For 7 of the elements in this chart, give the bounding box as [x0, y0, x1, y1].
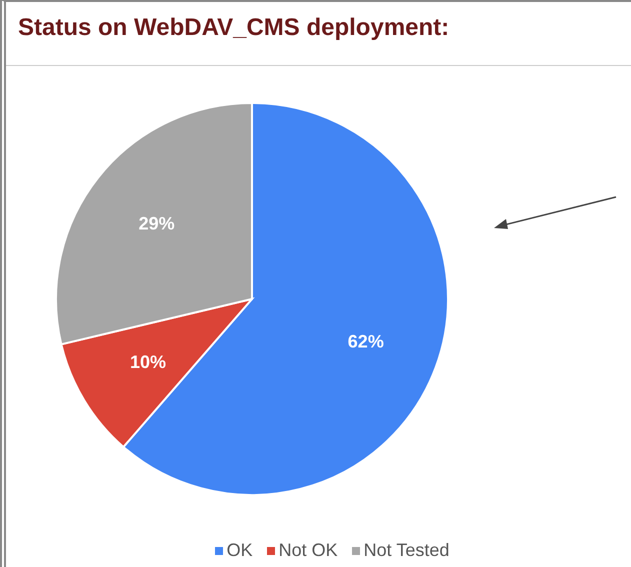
- data-label: 10%: [130, 352, 166, 372]
- legend-label: Not Tested: [362, 540, 450, 561]
- legend-label: OK: [226, 540, 253, 561]
- data-label: 62%: [348, 332, 384, 352]
- chart-title: Status on WebDAV_CMS deployment:: [6, 2, 631, 66]
- legend-label: Not OK: [278, 540, 338, 561]
- data-label: 29%: [138, 214, 175, 234]
